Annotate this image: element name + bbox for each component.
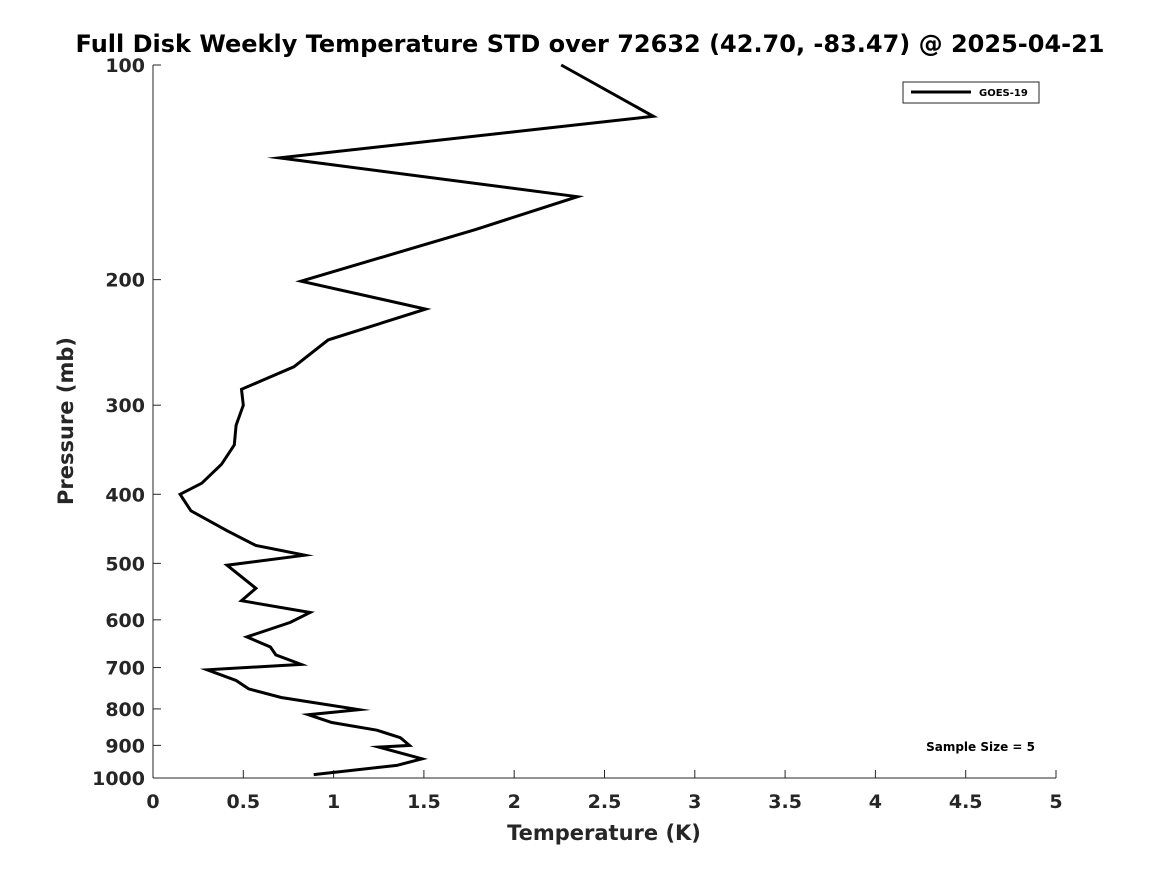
x-tick-label: 3	[688, 791, 701, 813]
x-tick-label: 4.5	[949, 791, 983, 813]
x-axis-ticks: 0 0.5 1 1.5 2 2.5 3 3.5 4 4.5 5	[146, 770, 1063, 813]
y-tick-label: 500	[105, 553, 145, 575]
x-tick-label: 0.5	[226, 791, 260, 813]
x-tick-label: 4	[869, 791, 882, 813]
y-tick-label: 100	[105, 55, 145, 77]
x-tick-label: 0	[146, 791, 159, 813]
legend: GOES-19	[902, 81, 1040, 104]
y-tick-label: 400	[105, 484, 145, 506]
x-tick-label: 2	[508, 791, 521, 813]
y-tick-label: 800	[105, 699, 145, 721]
x-tick-label: 2.5	[588, 791, 622, 813]
legend-label-goes-19: GOES-19	[979, 88, 1028, 99]
y-tick-label: 300	[105, 395, 145, 417]
plot-frame	[153, 65, 1056, 778]
x-tick-label: 3.5	[768, 791, 802, 813]
y-tick-label: 1000	[92, 768, 145, 790]
series-layer	[177, 63, 659, 777]
x-axis-label: Temperature (K)	[507, 821, 701, 845]
plot-area	[152, 65, 1056, 779]
y-tick-label: 900	[105, 735, 145, 757]
y-axis-ticks: 100 200 300 400 500 600 700 800 900 1000	[92, 55, 161, 790]
y-tick-label: 700	[105, 658, 145, 680]
x-tick-label: 1	[327, 791, 340, 813]
y-tick-label: 600	[105, 610, 145, 632]
chart-title: Full Disk Weekly Temperature STD over 72…	[76, 30, 1105, 58]
y-tick-label: 200	[105, 270, 145, 292]
x-tick-label: 1.5	[407, 791, 441, 813]
series-line-goes-19	[177, 63, 659, 777]
y-axis-label: Pressure (mb)	[54, 337, 78, 505]
x-tick-label: 5	[1049, 791, 1062, 813]
sample-size-annotation: Sample Size = 5	[926, 740, 1035, 754]
